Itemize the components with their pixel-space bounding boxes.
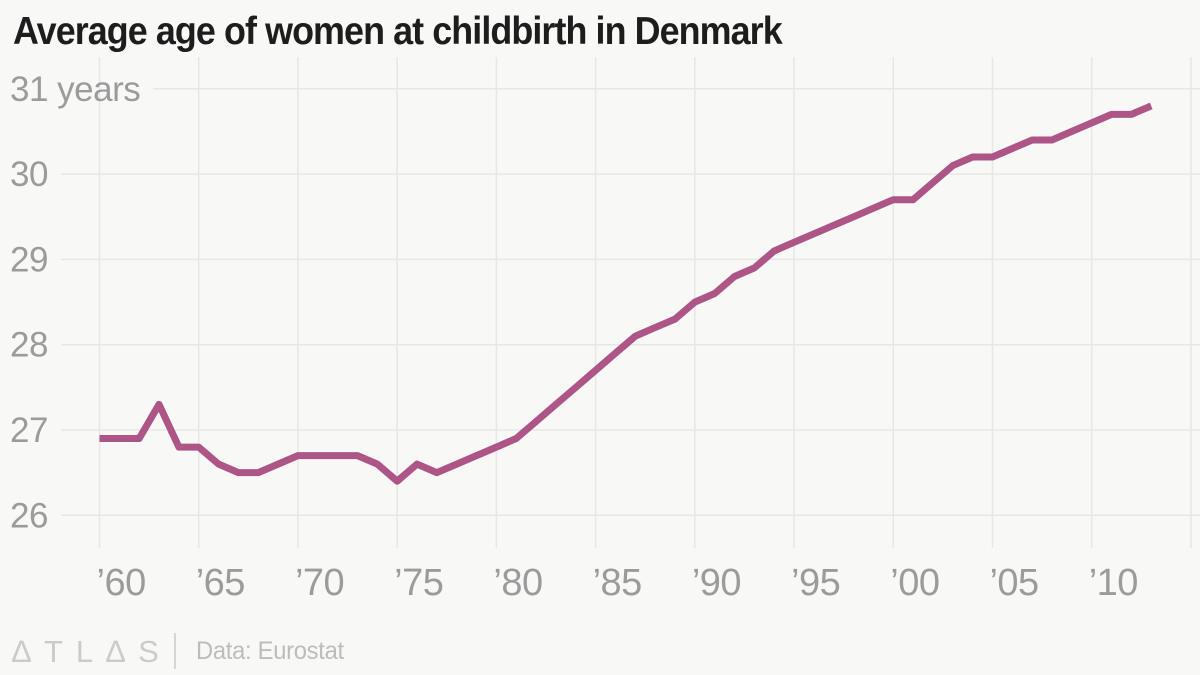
svg-text:30: 30: [10, 155, 48, 194]
svg-text:28: 28: [10, 326, 48, 365]
svg-text:26: 26: [10, 496, 48, 535]
chart-footer: ∆TL∆S Data: Eurostat: [12, 630, 351, 672]
footer-divider: [173, 633, 176, 669]
svg-text:’05: ’05: [989, 562, 1038, 604]
atlas-logo-icon: ∆TL∆S: [12, 633, 172, 669]
data-source: Data: Eurostat: [195, 636, 344, 665]
svg-text:29: 29: [10, 240, 48, 279]
svg-text:27: 27: [10, 411, 48, 450]
svg-text:’00: ’00: [890, 562, 939, 604]
svg-text:’90: ’90: [692, 562, 741, 604]
svg-text:31 years: 31 years: [10, 70, 140, 109]
svg-text:’85: ’85: [593, 562, 642, 604]
svg-text:’60: ’60: [97, 562, 146, 604]
svg-text:’65: ’65: [196, 562, 245, 604]
svg-text:’10: ’10: [1089, 562, 1138, 604]
chart-title: Average age of women at childbirth in De…: [13, 10, 783, 53]
svg-text:’80: ’80: [493, 562, 542, 604]
svg-text:’95: ’95: [791, 562, 840, 604]
svg-text:’75: ’75: [394, 562, 443, 604]
svg-text:’70: ’70: [295, 562, 344, 604]
